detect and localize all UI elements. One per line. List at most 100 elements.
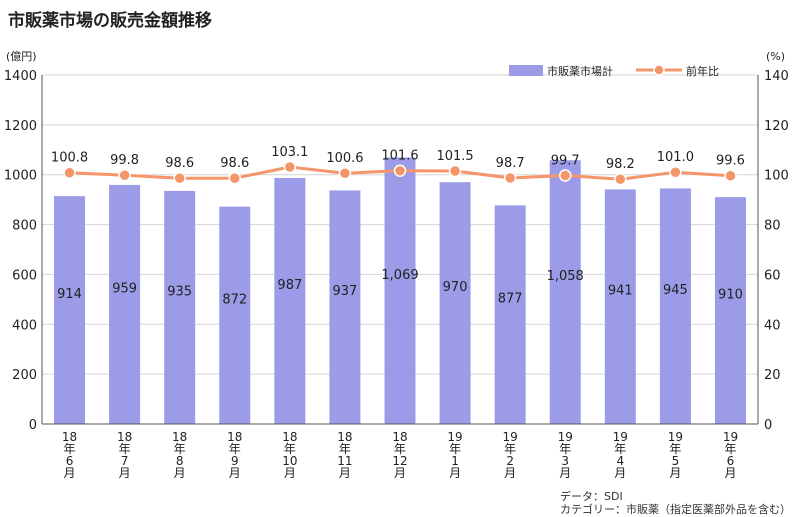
y-right-tick-label: 140	[764, 69, 789, 84]
legend-line-marker	[653, 64, 665, 76]
x-tick-label: 月	[119, 466, 131, 480]
x-tick-label: 3	[561, 454, 569, 468]
x-tick-label: 5	[672, 454, 680, 468]
line-value-label: 99.7	[551, 153, 580, 168]
line-value-label: 100.6	[326, 151, 363, 166]
line-point	[173, 171, 186, 185]
bar-series	[54, 157, 746, 425]
line-point	[393, 164, 407, 177]
line-value-label: 101.0	[657, 150, 694, 165]
bar-value-label: 987	[277, 278, 302, 293]
y-left-tick-label: 200	[12, 368, 37, 383]
bar-value-label: 970	[443, 280, 468, 295]
x-tick-label: 2	[506, 454, 514, 468]
y-left-tick-label: 1400	[4, 69, 37, 84]
bar	[219, 206, 251, 424]
x-tick-label: 4	[616, 454, 624, 468]
line-point	[669, 165, 682, 179]
line-value-label: 99.8	[110, 153, 139, 168]
x-tick-label: 18	[282, 430, 297, 444]
x-tick-label: 11	[337, 454, 352, 468]
x-tick-label: 年	[449, 442, 461, 456]
bar-value-label: 872	[222, 292, 247, 307]
y-right-unit: (%)	[766, 50, 785, 63]
bar-value-label: 941	[608, 284, 633, 299]
y-left-unit: (億円)	[6, 50, 37, 63]
y-right-tick-label: 100	[764, 169, 789, 184]
line-point	[558, 169, 572, 182]
y-right-tick-label: 20	[764, 368, 781, 383]
bar-value-label: 937	[333, 284, 358, 299]
x-tick-label: 7	[121, 454, 129, 468]
x-tick-label: 18	[117, 430, 132, 444]
line-point	[338, 166, 352, 180]
x-tick-label: 8	[176, 454, 184, 468]
line-point	[283, 160, 297, 174]
x-tick-label: 19	[447, 430, 462, 444]
bar	[439, 182, 471, 424]
bar-value-label: 1,069	[381, 268, 418, 283]
line-series	[63, 160, 737, 186]
x-tick-label: 月	[669, 466, 681, 480]
x-tick-label: 月	[614, 466, 626, 480]
legend-bar-swatch	[509, 65, 543, 76]
x-tick-label: 月	[284, 466, 296, 480]
x-tick-label: 18	[172, 430, 187, 444]
x-tick-label: 18	[62, 430, 77, 444]
x-tick-label: 9	[231, 454, 239, 468]
x-tick-label: 10	[282, 454, 297, 468]
x-tick-label: 6	[727, 454, 735, 468]
x-tick-label: 年	[669, 442, 681, 456]
x-tick-label: 年	[64, 442, 76, 456]
line-point	[228, 171, 242, 185]
x-tick-label: 19	[668, 430, 683, 444]
line-value-label: 98.6	[220, 156, 249, 171]
y-left-tick-label: 600	[12, 268, 37, 283]
x-tick-label: 18	[392, 430, 407, 444]
line-point	[118, 168, 131, 182]
x-tick-label: 月	[559, 466, 571, 480]
x-tick-label: 年	[229, 442, 241, 456]
bar	[659, 188, 691, 424]
bar	[604, 189, 636, 424]
bar	[109, 184, 141, 424]
line-point	[63, 166, 76, 179]
line-value-label: 99.6	[716, 154, 745, 169]
x-tick-label: 年	[504, 442, 516, 456]
axes: 0 200 400 600 800 1000 1200 1400 0 20 40 60 80 100 120…	[4, 50, 789, 480]
x-tick-label: 19	[613, 430, 628, 444]
x-tick-label: 月	[724, 466, 736, 480]
x-tick-label: 年	[724, 442, 736, 456]
x-tick-label: 年	[559, 442, 571, 456]
x-tick-label: 19	[503, 430, 518, 444]
x-tick-label: 月	[229, 466, 241, 480]
source-data: データ：SDI	[560, 490, 623, 503]
x-tick-label: 月	[394, 466, 406, 480]
y-left-tick-label: 800	[12, 219, 37, 234]
x-tick-label: 18	[227, 430, 242, 444]
bar-value-label: 877	[498, 292, 523, 307]
x-tick-label: 月	[339, 466, 351, 480]
bar-value-label: 935	[167, 284, 192, 299]
line-value-label: 98.2	[606, 157, 635, 172]
x-tick-label: 年	[394, 442, 406, 456]
bar-value-label: 1,058	[547, 269, 584, 284]
line-value-label: 98.6	[165, 156, 194, 171]
line-point	[448, 164, 462, 178]
source-category: カテゴリー：市販薬（指定医薬部外品を含む）	[560, 503, 791, 516]
y-right-tick-label: 0	[764, 418, 772, 433]
y-left-tick-label: 400	[12, 318, 37, 333]
x-tick-label: 年	[339, 442, 351, 456]
legend-line-label: 前年比	[686, 64, 719, 78]
line-point	[503, 171, 517, 185]
x-tick-label: 年	[119, 442, 131, 456]
line-value-label: 100.8	[51, 151, 88, 166]
bar	[274, 177, 306, 424]
x-tick-label: 年	[284, 442, 296, 456]
x-tick-label: 19	[723, 430, 738, 444]
x-tick-label: 月	[64, 466, 76, 480]
bar	[494, 205, 526, 424]
line-value-label: 101.6	[381, 149, 418, 164]
y-right-tick-label: 120	[764, 119, 789, 134]
